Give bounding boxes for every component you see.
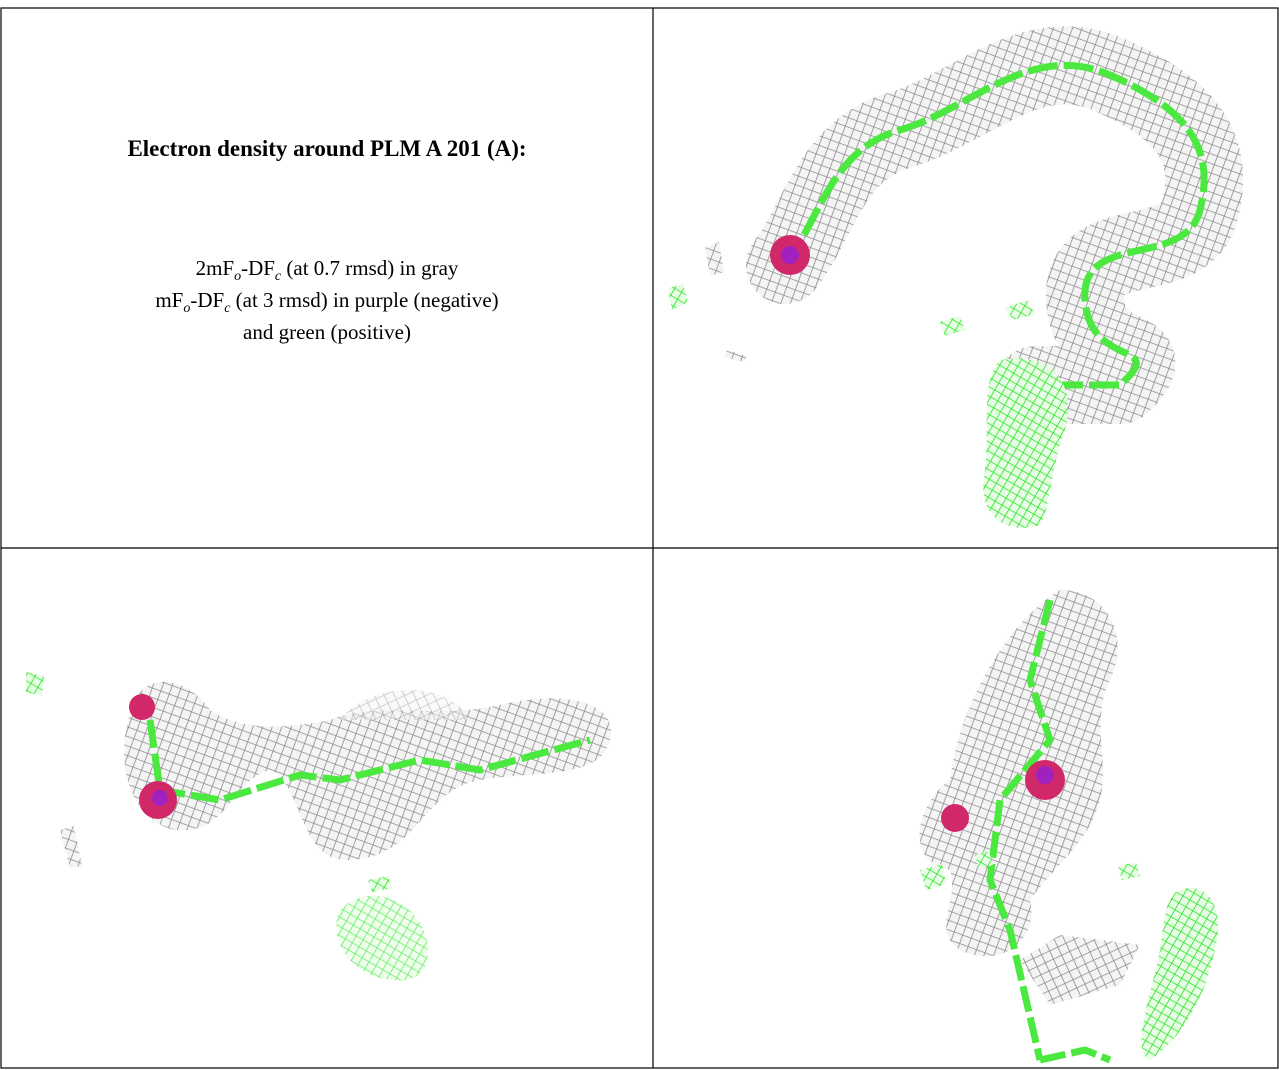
table-lines: [0, 7, 1279, 1069]
legend-text: -DF: [241, 256, 275, 280]
density-image-3: [919, 590, 1219, 1064]
legend-line: mFo-DFc (at 3 rmsd) in purple (negative): [1, 284, 653, 316]
density-image-2: [26, 672, 612, 981]
legend-subscript: c: [274, 269, 282, 285]
caption-legend: 2mFo-DFc (at 0.7 rmsd) in gray mFo-DFc (…: [1, 252, 653, 348]
legend-line: and green (positive): [1, 316, 653, 348]
legend-subscript: c: [224, 301, 231, 317]
legend-text: (at 3 rmsd) in purple (negative): [230, 288, 499, 312]
legend-text: 2mF: [195, 256, 235, 280]
legend-line: 2mFo-DFc (at 0.7 rmsd) in gray: [1, 252, 653, 284]
legend-text: (at 0.7 rmsd) in gray: [281, 256, 459, 280]
legend-text: -DF: [190, 288, 225, 312]
legend-text: and green (positive): [243, 320, 411, 344]
legend-subscript: o: [183, 301, 191, 317]
caption-cell: Electron density around PLM A 201 (A): 2…: [1, 8, 653, 548]
legend-text: mF: [155, 288, 184, 312]
density-image-1: [668, 26, 1244, 528]
caption-title: Electron density around PLM A 201 (A):: [127, 136, 527, 161]
legend-subscript: o: [234, 269, 242, 285]
